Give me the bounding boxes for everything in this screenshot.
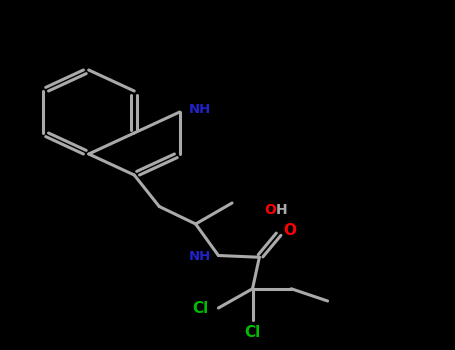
Text: H: H [275,203,287,217]
Text: O: O [264,203,276,217]
Text: NH: NH [189,250,211,263]
Text: NH: NH [189,103,211,116]
Text: Cl: Cl [192,301,208,316]
Text: Cl: Cl [244,325,261,340]
Text: O: O [283,223,296,238]
